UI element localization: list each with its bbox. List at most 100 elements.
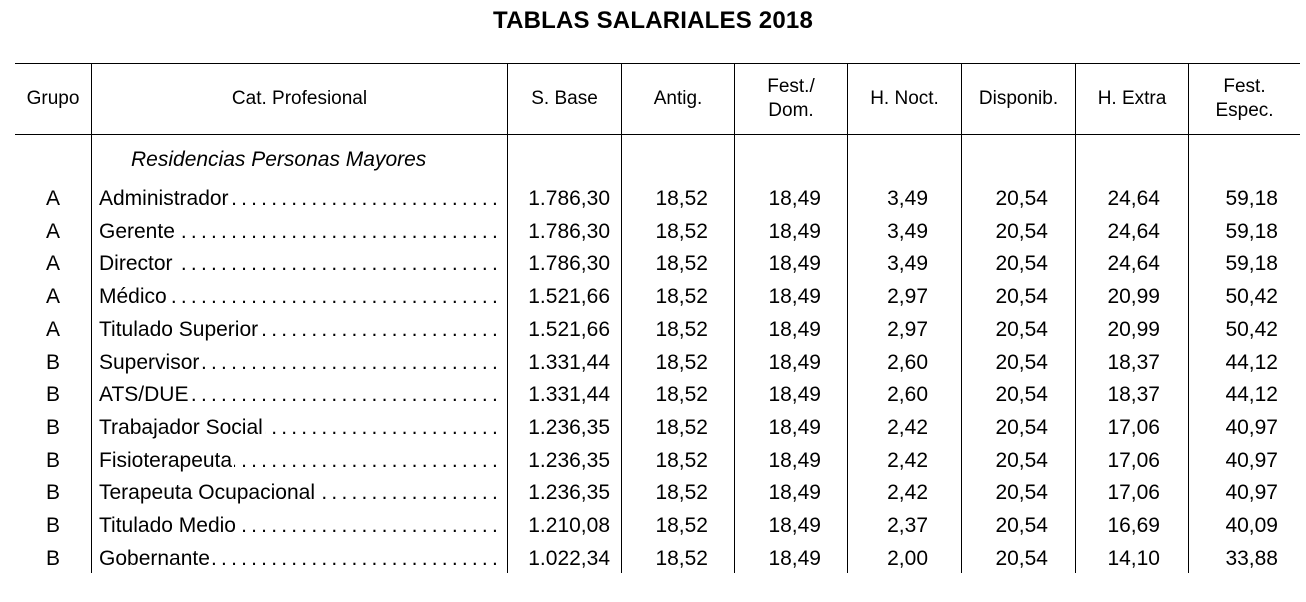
festivos-especiales-cell: 33,88 <box>1225 546 1278 570</box>
table-row: B 1.236,35 18,52 18,49 2,42 20,54 17,06 40,97..… <box>0 412 1306 445</box>
horas-nocturnas-cell: 2,60 <box>887 383 928 407</box>
horas-extra-cell: 20,99 <box>1107 285 1160 309</box>
horas-extra-cell: 17,06 <box>1107 448 1160 472</box>
table-row: B 1.236,35 18,52 18,49 2,42 20,54 17,06 40,97..… <box>0 445 1306 478</box>
categoria-cell: ........................................… <box>99 412 502 445</box>
festivos-especiales-cell: 40,97 <box>1225 415 1278 439</box>
categoria-cell: ........................................… <box>99 216 502 249</box>
antiguedad-cell: 18,52 <box>655 219 708 243</box>
page-title: TABLAS SALARIALES 2018 <box>492 7 813 34</box>
horas-extra-cell: 24,64 <box>1107 219 1160 243</box>
grupo-cell: B <box>45 514 60 537</box>
horas-extra-cell: 17,06 <box>1107 415 1160 439</box>
antiguedad-cell: 18,52 <box>655 481 708 505</box>
disponibilidad-cell: 20,54 <box>995 546 1048 570</box>
categoria-label: Supervisor <box>99 350 202 374</box>
grupo-cell: A <box>45 252 60 276</box>
column-divider <box>847 63 848 573</box>
dot-leader: ........................................… <box>99 383 502 407</box>
festivos-domingos-cell: 18,49 <box>768 415 821 439</box>
categoria-cell: ........................................… <box>99 543 502 576</box>
column-divider <box>507 63 508 573</box>
categoria-label: Trabajador Social <box>99 415 265 439</box>
antiguedad-cell: 18,52 <box>655 187 708 210</box>
horas-extra-cell: 20,99 <box>1107 317 1160 341</box>
header-cat-profesional: Cat. Profesional <box>231 88 368 109</box>
grupo-cell: B <box>45 350 60 374</box>
antiguedad-cell: 18,52 <box>655 383 708 407</box>
festivos-domingos-cell: 18,49 <box>768 481 821 505</box>
festivos-domingos-cell: 18,49 <box>768 252 821 276</box>
dot-leader: ........................................… <box>99 285 502 309</box>
antiguedad-cell: 18,52 <box>655 415 708 439</box>
table-row: A 1.786,30 18,52 18,49 3,49 20,54 24,64 59,18..… <box>0 183 1306 216</box>
festivos-domingos-cell: 18,49 <box>768 317 821 341</box>
section-subtitle: Residencias Personas Mayores <box>131 148 427 171</box>
festivos-domingos-cell: 18,49 <box>768 546 821 570</box>
festivos-especiales-cell: 40,97 <box>1225 481 1278 505</box>
horas-nocturnas-cell: 2,00 <box>887 546 928 570</box>
disponibilidad-cell: 20,54 <box>995 415 1048 439</box>
horas-extra-cell: 18,37 <box>1107 383 1160 407</box>
horas-extra-cell: 24,64 <box>1107 252 1160 276</box>
categoria-label: Administrador <box>99 187 231 210</box>
table-row: A 1.786,30 18,52 18,49 3,49 20,54 24,64 59,18..… <box>0 248 1306 281</box>
disponibilidad-cell: 20,54 <box>995 285 1048 309</box>
salario-base-cell: 1.786,30 <box>528 187 610 210</box>
disponibilidad-cell: 20,54 <box>995 383 1048 407</box>
disponibilidad-cell: 20,54 <box>995 514 1048 537</box>
grupo-cell: A <box>45 187 60 210</box>
table-row: A 1.521,66 18,52 18,49 2,97 20,54 20,99 50,42..… <box>0 314 1306 347</box>
horas-nocturnas-cell: 2,97 <box>887 317 928 341</box>
grupo-cell: B <box>45 448 60 472</box>
festivos-especiales-cell: 44,12 <box>1225 350 1278 374</box>
column-divider <box>91 63 92 573</box>
salario-base-cell: 1.236,35 <box>528 448 610 472</box>
festivos-especiales-cell: 59,18 <box>1225 219 1278 243</box>
festivos-especiales-cell: 40,97 <box>1225 448 1278 472</box>
salario-base-cell: 1.786,30 <box>528 252 610 276</box>
categoria-cell: ........................................… <box>99 445 502 478</box>
grupo-cell: A <box>45 285 60 309</box>
horas-nocturnas-cell: 2,42 <box>887 481 928 505</box>
header-fest-dom: Fest./ Dom. <box>767 76 815 121</box>
categoria-label: Titulado Superior <box>99 317 261 341</box>
column-divider <box>1075 63 1076 573</box>
categoria-label: Gobernante <box>99 546 212 570</box>
horas-extra-cell: 18,37 <box>1107 350 1160 374</box>
salario-base-cell: 1.786,30 <box>528 219 610 243</box>
table-row: B 1.022,34 18,52 18,49 2,00 20,54 14,10 33,88..… <box>0 543 1306 576</box>
categoria-label: Director <box>99 252 175 276</box>
categoria-cell: ........................................… <box>99 314 502 347</box>
salario-base-cell: 1.331,44 <box>528 350 610 374</box>
horas-nocturnas-cell: 2,97 <box>887 285 928 309</box>
column-divider <box>734 63 735 573</box>
grupo-cell: B <box>45 546 60 570</box>
categoria-cell: ........................................… <box>99 510 502 543</box>
grupo-cell: A <box>45 219 60 243</box>
disponibilidad-cell: 20,54 <box>995 350 1048 374</box>
categoria-label: ATS/DUE <box>99 383 191 407</box>
horas-nocturnas-cell: 3,49 <box>887 219 928 243</box>
header-antig: Antig. <box>653 88 703 109</box>
horas-extra-cell: 14,10 <box>1107 546 1160 570</box>
categoria-cell: ........................................… <box>99 477 502 510</box>
table-row: B 1.210,08 18,52 18,49 2,37 20,54 16,69 40,09..… <box>0 510 1306 543</box>
antiguedad-cell: 18,52 <box>655 448 708 472</box>
categoria-cell: ........................................… <box>99 379 502 412</box>
horas-extra-cell: 24,64 <box>1107 187 1160 210</box>
header-fest-espec: Fest. Espec. <box>1215 76 1274 121</box>
festivos-especiales-cell: 50,42 <box>1225 285 1278 309</box>
salario-base-cell: 1.236,35 <box>528 481 610 505</box>
grupo-cell: B <box>45 415 60 439</box>
table-row: A 1.521,66 18,52 18,49 2,97 20,54 20,99 50,42..… <box>0 281 1306 314</box>
antiguedad-cell: 18,52 <box>655 252 708 276</box>
column-divider <box>961 63 962 573</box>
horas-nocturnas-cell: 2,37 <box>887 514 928 537</box>
dot-leader: ........................................… <box>99 219 502 243</box>
categoria-cell: ........................................… <box>99 347 502 380</box>
festivos-domingos-cell: 18,49 <box>768 219 821 243</box>
antiguedad-cell: 18,52 <box>655 546 708 570</box>
grupo-cell: B <box>45 481 60 505</box>
salario-base-cell: 1.022,34 <box>528 546 610 570</box>
